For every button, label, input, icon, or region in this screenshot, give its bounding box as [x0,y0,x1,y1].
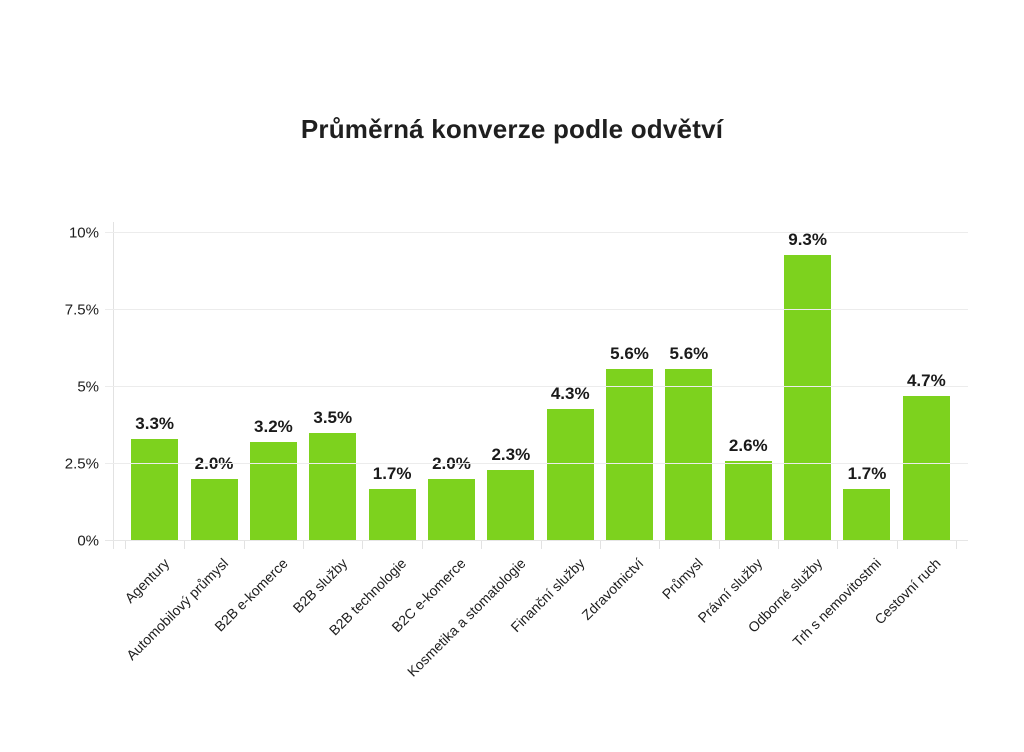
bar-slot: 2.0% [422,233,481,541]
bar-Právní služby: 2.6% [724,436,772,541]
x-axis-tick [243,541,245,549]
bar-slot: 5.6% [600,233,659,541]
bar-slot: 1.7% [837,233,896,541]
x-axis-tick [184,541,186,549]
bar-Trh s nemovitostmi: 1.7% [843,464,891,541]
bar-Zdravotnictví: 5.6% [606,344,654,541]
bar-value-label: 2.0% [194,454,234,474]
bar-slot: 2.6% [719,233,778,541]
bar-slot: 2.0% [184,233,243,541]
bar-B2B služby: 3.5% [309,408,357,541]
x-axis-tick [599,541,601,549]
y-tick-label: 10% [68,224,99,242]
x-axis-tick [837,541,839,549]
bar-B2B e-komerce: 3.2% [249,417,297,541]
plot-area: 3.3% 2.0% 3.2% 3.5% 1.7% 2.0% 2.3% 4.3% 5.6% 5.6%… [65,222,968,680]
bar-slot: 4.3% [541,233,600,541]
gridline-5% [105,386,968,387]
bar-value-label: 3.5% [313,408,353,428]
bar-value-label: 4.3% [550,383,590,403]
bar-value-label: 1.7% [372,463,412,483]
x-axis-tick [303,541,305,549]
bar-Automobilový průmysl: 2.0% [190,454,238,541]
gridline-10% [105,232,968,233]
bar-B2B technologie: 1.7% [368,464,416,541]
bar-value-label: 4.7% [906,371,946,391]
bar-value-label: 5.6% [610,343,649,363]
gridline-7.5% [105,309,968,310]
x-axis-tick [659,541,661,549]
bar-Finanční služby: 4.3% [546,384,594,541]
bar-slot: 3.5% [303,233,362,541]
bars-row: 3.3% 2.0% 3.2% 3.5% 1.7% 2.0% 2.3% 4.3% 5.6% 5.6%… [113,230,968,541]
bar-slot: 5.6% [659,233,718,541]
x-axis-tick [362,541,364,549]
x-label-Automobilový průmysl: Automobilový průmysl [123,555,232,664]
x-axis-tick [125,541,126,549]
bar-Kosmetika a stomatologie: 2.3% [487,445,535,541]
bar-value-label: 3.2% [254,417,293,437]
x-label-Průmysl: Průmysl [659,555,707,603]
bar-B2C e-komerce: 2.0% [427,454,475,541]
bar-slot: 3.2% [244,233,303,541]
bar-value-label: 2.6% [728,435,768,455]
bar-value-label: 2.3% [491,445,531,465]
bar-value-label: 5.6% [669,343,709,363]
x-axis-tick [718,541,720,549]
gridline-2.5% [105,463,968,464]
bar-Průmysl: 5.6% [665,344,713,541]
bar-slot: 4.7% [897,233,956,541]
bar-value-label: 1.7% [847,463,887,483]
bar-value-label: 2.0% [432,454,471,474]
bar-slot: 9.3% [778,230,837,541]
y-tick-label: 2.5% [64,455,99,473]
x-axis-tick [540,541,542,549]
y-axis-line [113,222,114,549]
bar-value-label: 3.3% [135,414,175,434]
x-label-Agentury: Agentury [121,555,172,606]
gridline-0% [105,540,968,541]
x-label-B2B služby: B2B služby [289,555,351,616]
chart-title: Průměrná konverze podle odvětví [300,114,724,144]
bar-Odborné služby: 9.3% [784,230,832,541]
y-tick-label: 5% [77,378,99,396]
x-axis-tick [896,541,898,549]
bar-value-label: 9.3% [788,229,827,249]
bar-slot: 3.3% [125,233,184,541]
bar-Cestovní ruch: 4.7% [902,371,950,541]
x-axis-tick [956,541,957,549]
x-label-Zdravotnictví: Zdravotnictví [578,555,647,623]
bar-slot: 2.3% [481,233,540,541]
x-axis-tick [421,541,423,549]
y-tick-label: 0% [77,532,99,550]
x-axis-tick [777,541,779,549]
x-axis-tick [481,541,483,549]
x-label-Kosmetika a stomatologie: Kosmetika a stomatologie [403,555,529,680]
y-tick-label: 7.5% [64,301,99,319]
bar-slot: 1.7% [362,233,421,541]
bar-Agentury: 3.3% [131,414,179,541]
